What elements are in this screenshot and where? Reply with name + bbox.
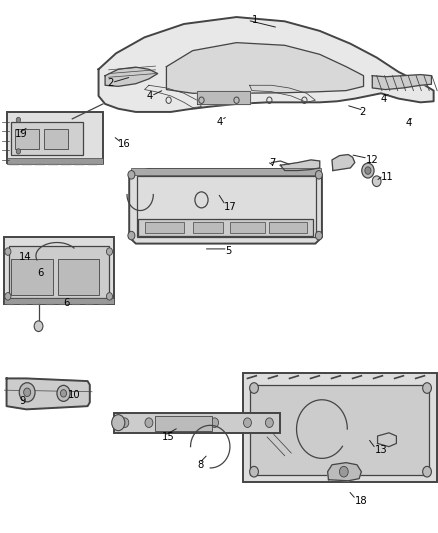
- Text: 6: 6: [37, 268, 44, 278]
- Circle shape: [106, 293, 113, 300]
- Bar: [11, 259, 53, 295]
- Bar: [9, 246, 109, 298]
- Polygon shape: [197, 91, 250, 104]
- Circle shape: [365, 167, 371, 174]
- Circle shape: [5, 248, 11, 255]
- Bar: [243, 373, 437, 482]
- Bar: [7, 158, 103, 164]
- Circle shape: [60, 390, 67, 397]
- Circle shape: [128, 171, 135, 179]
- Bar: [11, 122, 83, 155]
- Text: 2: 2: [107, 78, 114, 87]
- Bar: [155, 416, 212, 431]
- Text: 7: 7: [269, 158, 276, 167]
- Bar: [137, 176, 316, 237]
- Bar: [44, 129, 68, 149]
- Circle shape: [339, 466, 348, 477]
- Circle shape: [128, 231, 135, 240]
- Bar: [114, 413, 280, 433]
- Bar: [193, 222, 223, 233]
- Circle shape: [372, 176, 381, 187]
- Bar: [269, 222, 307, 233]
- Circle shape: [112, 415, 125, 431]
- Circle shape: [34, 321, 43, 332]
- Circle shape: [145, 418, 153, 427]
- Circle shape: [24, 388, 31, 397]
- Circle shape: [244, 418, 251, 427]
- Polygon shape: [332, 155, 355, 171]
- Bar: [4, 237, 114, 304]
- Text: 13: 13: [374, 446, 387, 455]
- Text: 16: 16: [118, 139, 131, 149]
- Circle shape: [57, 385, 70, 401]
- Text: 4: 4: [217, 117, 223, 126]
- Circle shape: [16, 117, 21, 123]
- Bar: [4, 298, 114, 304]
- Circle shape: [16, 149, 21, 154]
- Text: 8: 8: [197, 460, 203, 470]
- Text: 14: 14: [18, 252, 31, 262]
- Text: 9: 9: [20, 396, 26, 406]
- Text: 11: 11: [381, 172, 394, 182]
- Text: 4: 4: [405, 118, 411, 127]
- Circle shape: [5, 293, 11, 300]
- Circle shape: [265, 418, 273, 427]
- Bar: [250, 385, 429, 475]
- Text: 4: 4: [147, 91, 153, 101]
- Bar: [131, 168, 321, 175]
- Circle shape: [315, 231, 322, 240]
- Bar: [138, 219, 313, 236]
- Polygon shape: [280, 160, 320, 171]
- Bar: [7, 112, 103, 163]
- Circle shape: [423, 383, 431, 393]
- Text: 6: 6: [64, 298, 70, 308]
- Text: 15: 15: [162, 432, 175, 442]
- Polygon shape: [129, 169, 322, 244]
- Circle shape: [176, 418, 184, 427]
- Bar: [230, 222, 265, 233]
- Polygon shape: [166, 43, 364, 93]
- Polygon shape: [7, 378, 90, 409]
- Circle shape: [423, 466, 431, 477]
- Text: 4: 4: [381, 94, 387, 103]
- Bar: [58, 259, 99, 295]
- Text: 17: 17: [223, 202, 236, 212]
- Polygon shape: [99, 17, 434, 112]
- Text: 12: 12: [366, 155, 378, 165]
- Text: 2: 2: [359, 107, 366, 117]
- Polygon shape: [328, 463, 361, 481]
- Text: 18: 18: [355, 496, 367, 506]
- Bar: [15, 129, 39, 149]
- Polygon shape: [105, 67, 158, 86]
- Bar: [145, 222, 184, 233]
- Text: 10: 10: [68, 391, 81, 400]
- Text: 19: 19: [15, 130, 28, 139]
- Circle shape: [19, 383, 35, 402]
- Text: 5: 5: [226, 246, 232, 255]
- Circle shape: [315, 171, 322, 179]
- Circle shape: [250, 466, 258, 477]
- Polygon shape: [372, 75, 431, 90]
- Text: 1: 1: [252, 15, 258, 25]
- Circle shape: [211, 418, 219, 427]
- Circle shape: [121, 418, 129, 427]
- Polygon shape: [378, 433, 396, 447]
- Circle shape: [250, 383, 258, 393]
- Circle shape: [106, 248, 113, 255]
- Circle shape: [362, 163, 374, 178]
